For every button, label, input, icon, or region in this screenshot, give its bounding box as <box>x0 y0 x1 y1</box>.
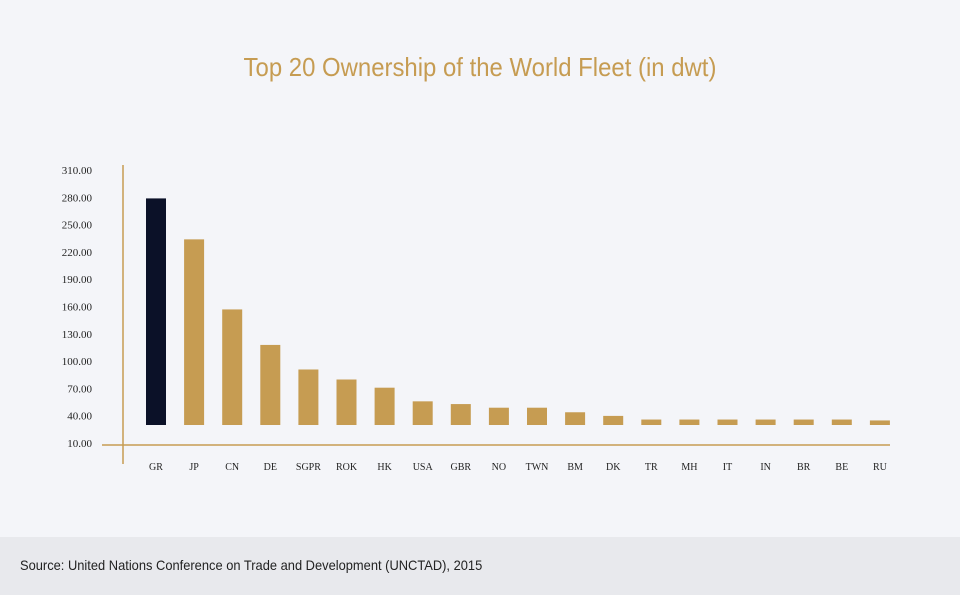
bar-br <box>793 419 814 425</box>
bar-mh <box>679 419 700 425</box>
x-tick-label-hk: HK <box>377 462 392 473</box>
x-tick-label-tr: TR <box>645 462 658 473</box>
x-tick-label-gr: GR <box>149 462 163 473</box>
y-tick-label: 310.00 <box>62 165 93 177</box>
x-tick-label-no: NO <box>492 462 506 473</box>
y-tick-label: 130.00 <box>62 329 93 341</box>
y-tick-label: 10.00 <box>67 438 92 450</box>
bar-ru <box>869 420 890 425</box>
x-tick-label-ru: RU <box>873 462 888 473</box>
x-tick-label-in: IN <box>760 462 771 473</box>
bar-gr <box>146 198 166 425</box>
x-tick-label-br: BR <box>797 462 811 473</box>
bars <box>146 198 890 425</box>
x-tick-label-twn: TWN <box>526 462 549 473</box>
x-tick-label-gbr: GBR <box>451 462 472 473</box>
x-axis-labels: GR JP CN DE SGPR ROK HK USA GBR NO TWN BM DK TR MH IT IN… <box>149 462 888 473</box>
bar-cn <box>222 309 243 425</box>
y-tick-label: 190.00 <box>62 274 93 286</box>
y-tick-label: 70.00 <box>67 383 92 395</box>
x-tick-label-dk: DK <box>606 462 621 473</box>
bar-jp <box>184 239 205 425</box>
y-tick-label: 100.00 <box>62 356 93 368</box>
bar-be <box>831 419 852 425</box>
x-tick-label-sgpr: SGPR <box>296 462 321 473</box>
bar-no <box>488 407 509 425</box>
chart-title: Top 20 Ownership of the World Fleet (in … <box>243 52 717 82</box>
bar-dk <box>603 415 624 425</box>
bar-rok <box>336 379 357 425</box>
footer: Source: United Nations Conference on Tra… <box>0 537 960 595</box>
x-tick-label-it: IT <box>723 462 732 473</box>
y-tick-label: 280.00 <box>62 192 93 204</box>
x-tick-label-rok: ROK <box>336 462 358 473</box>
y-tick-label: 160.00 <box>62 302 93 314</box>
bar-gbr <box>450 404 471 425</box>
x-tick-label-be: BE <box>835 462 848 473</box>
source-note: Source: United Nations Conference on Tra… <box>20 557 483 573</box>
bar-de <box>260 344 281 425</box>
y-tick-label: 250.00 <box>62 220 93 232</box>
bar-twn <box>527 407 547 425</box>
y-tick-label: 220.00 <box>62 247 93 259</box>
bar-in <box>755 419 776 425</box>
bar-chart: 10.00 40.00 70.00 100.00 130.00 160.00 190.00 2… <box>62 165 890 473</box>
x-tick-label-cn: CN <box>225 462 239 473</box>
bar-bm <box>565 412 586 425</box>
bar-sgpr <box>298 369 319 425</box>
bar-usa <box>412 401 433 425</box>
bar-hk <box>374 387 395 425</box>
y-tick-label: 40.00 <box>67 411 92 423</box>
x-tick-label-bm: BM <box>567 462 583 473</box>
x-tick-label-jp: JP <box>189 462 199 473</box>
y-axis-ticks: 10.00 40.00 70.00 100.00 130.00 160.00 190.00 2… <box>62 165 93 450</box>
bar-tr <box>641 419 662 425</box>
x-tick-label-mh: MH <box>681 462 697 473</box>
bar-it <box>717 419 738 425</box>
x-tick-label-de: DE <box>264 462 277 473</box>
x-tick-label-usa: USA <box>413 462 434 473</box>
